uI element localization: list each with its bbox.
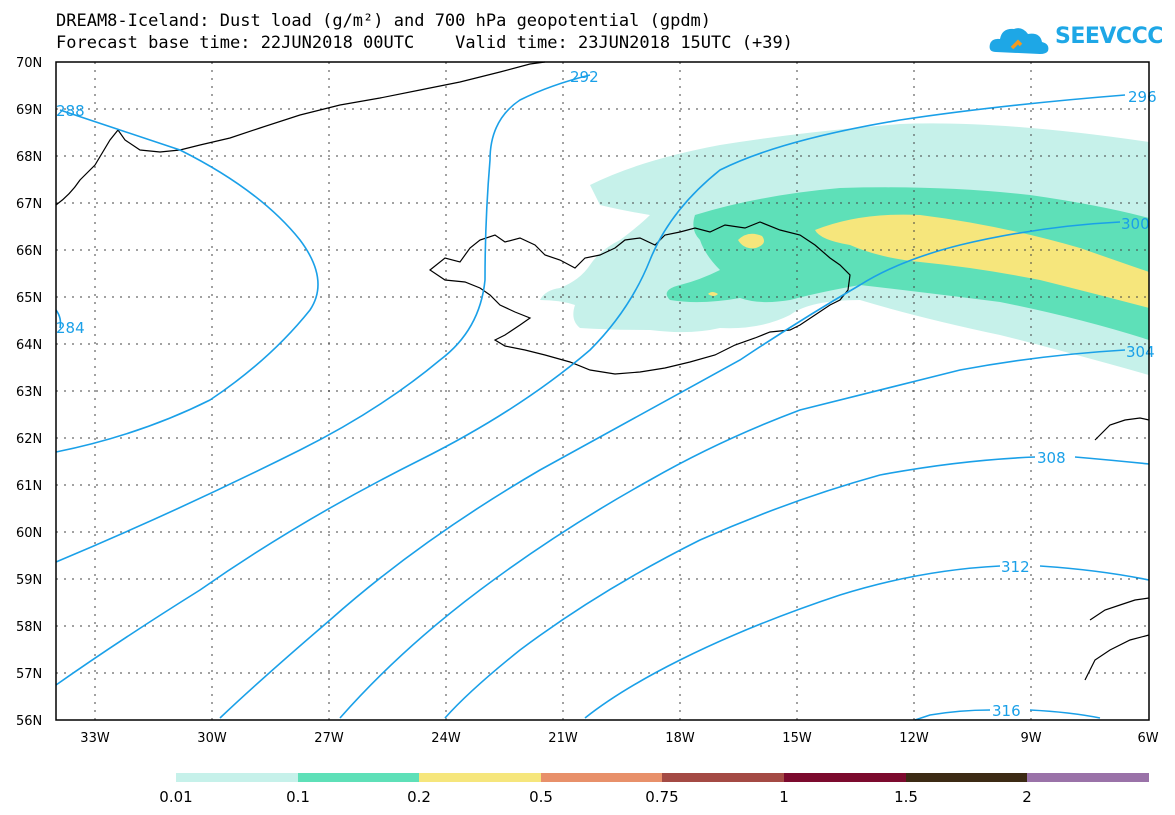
contour-label-308: 308: [1037, 449, 1066, 467]
lat-label: 63N: [16, 385, 42, 400]
colorbar-swatch: [784, 773, 906, 782]
coastlines: [55, 61, 1150, 681]
lat-label: 67N: [16, 197, 42, 212]
lat-label: 58N: [16, 620, 42, 635]
contour-316: [914, 709, 1101, 721]
chart-title: DREAM8-Iceland: Dust load (g/m²) and 700…: [56, 11, 712, 31]
colorbar-swatch: [662, 773, 784, 782]
lon-label: 33W: [80, 731, 110, 746]
lat-label: 64N: [16, 338, 42, 353]
greenland-coast: [55, 61, 546, 206]
dust-level-2: [666, 187, 1149, 340]
lon-label: 6W: [1137, 731, 1158, 746]
lon-label: 9W: [1020, 731, 1041, 746]
contour-288: [55, 109, 319, 453]
contour-label-316: 316: [992, 702, 1021, 720]
lon-labels: 33W 30W 27W 24W 21W 18W 15W 12W 9W 6W: [80, 731, 1158, 746]
dust-shading: [540, 123, 1149, 375]
lat-label: 61N: [16, 479, 42, 494]
lat-label: 66N: [16, 244, 42, 259]
lat-label: 59N: [16, 573, 42, 588]
contour-label-304: 304: [1126, 343, 1155, 361]
colorbar-swatch: [541, 773, 662, 782]
colorbar-label: 0.75: [645, 788, 678, 806]
seevccc-logo: [989, 28, 1049, 54]
lon-label: 18W: [665, 731, 695, 746]
colorbar-swatch: [298, 773, 419, 782]
lat-label: 69N: [16, 103, 42, 118]
geopotential-contours: [55, 74, 1150, 721]
contour-292: [55, 74, 591, 563]
dust-spot: [738, 233, 764, 249]
contour-300: [219, 221, 1121, 719]
map-frame: [55, 61, 1150, 721]
lat-labels: 70N 69N 68N 67N 66N 65N 64N 63N 62N 61N …: [16, 56, 42, 729]
contour-284: [55, 309, 62, 329]
lat-label: 68N: [16, 150, 42, 165]
lon-label: 30W: [197, 731, 227, 746]
lat-label: 70N: [16, 56, 42, 71]
colorbar-swatch: [1027, 773, 1149, 782]
colorbar: 0.01 0.1 0.2 0.5 0.75 1 1.5 2: [159, 773, 1149, 806]
colorbar-label: 0.5: [529, 788, 553, 806]
colorbar-label: 2: [1022, 788, 1032, 806]
contour-296: [55, 94, 1126, 686]
colorbar-label: 0.2: [407, 788, 431, 806]
lon-label: 15W: [782, 731, 812, 746]
dust-level-3: [815, 214, 1149, 308]
chart-subtitle: Forecast base time: 22JUN2018 00UTC Vali…: [56, 33, 793, 53]
colorbar-swatch: [176, 773, 298, 782]
contour-label-300: 300: [1121, 215, 1150, 233]
lon-label: 27W: [314, 731, 344, 746]
lat-label: 57N: [16, 667, 42, 682]
contour-label-296: 296: [1128, 88, 1157, 106]
lon-label: 12W: [899, 731, 929, 746]
contour-304: [339, 349, 1126, 719]
colorbar-swatch: [906, 773, 1027, 782]
lon-label: 24W: [431, 731, 461, 746]
iceland-coast: [428, 221, 851, 375]
contour-label-group: 288 292 296 300 304 308 312 316 284: [56, 68, 1157, 720]
colorbar-label: 0.1: [286, 788, 310, 806]
lon-label: 21W: [548, 731, 578, 746]
scotland-coast: [1084, 417, 1150, 681]
lat-label: 62N: [16, 432, 42, 447]
colorbar-label: 0.01: [159, 788, 192, 806]
graticule: [56, 62, 1149, 720]
colorbar-label: 1.5: [894, 788, 918, 806]
contour-label-288: 288: [56, 102, 85, 120]
lat-label: 60N: [16, 526, 42, 541]
lat-label: 65N: [16, 291, 42, 306]
logo-text: SEEVCCC: [1055, 24, 1163, 49]
contour-308: [444, 456, 1150, 719]
contour-label-312: 312: [1001, 558, 1030, 576]
contour-label-284: 284: [56, 319, 85, 337]
lat-label: 56N: [16, 714, 42, 729]
dust-spot-2: [708, 292, 718, 296]
colorbar-label: 1: [779, 788, 789, 806]
contour-label-292: 292: [570, 68, 599, 86]
colorbar-swatch: [419, 773, 541, 782]
contour-312: [584, 565, 1150, 719]
